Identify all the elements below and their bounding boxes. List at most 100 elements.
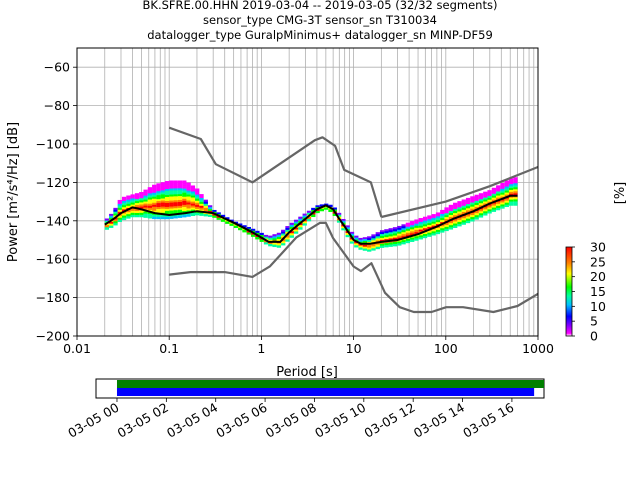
density-cell — [496, 207, 501, 211]
density-cell — [276, 232, 282, 236]
density-cell — [152, 184, 157, 188]
density-cell — [422, 218, 428, 221]
timeline-tick-label: 03-05 14 — [411, 400, 467, 441]
density-cell — [109, 225, 114, 228]
density-cell — [139, 210, 144, 214]
density-cell — [139, 194, 144, 197]
density-cell — [298, 218, 303, 222]
density-cell — [164, 187, 170, 190]
density-cell — [500, 190, 505, 194]
density-cell — [186, 214, 191, 217]
density-cell — [182, 198, 187, 202]
density-cell — [121, 207, 127, 210]
x-tick-label: 100 — [434, 341, 458, 356]
density-cell — [465, 204, 471, 207]
colorbar-tick-label: 15 — [590, 284, 606, 299]
density-cell — [130, 202, 135, 205]
density-cell — [375, 246, 380, 250]
density-cell — [465, 220, 471, 224]
density-cell — [220, 214, 226, 218]
density-cell — [160, 216, 165, 220]
density-cell — [388, 238, 393, 241]
density-cell — [177, 196, 183, 199]
density-cell — [336, 214, 342, 217]
density-cell — [117, 205, 122, 209]
density-cell — [504, 198, 509, 201]
density-cell — [440, 230, 445, 233]
density-cell — [121, 198, 127, 202]
density-cell — [276, 243, 282, 246]
density-cell — [130, 194, 135, 197]
density-cell — [491, 203, 497, 206]
density-cell — [152, 192, 157, 196]
density-cell — [388, 244, 393, 247]
density-cell — [212, 215, 217, 218]
density-cell — [156, 183, 161, 186]
plot-frame — [76, 47, 539, 337]
density-cell — [362, 239, 368, 242]
density-cell — [422, 226, 428, 229]
density-cell — [405, 234, 411, 238]
density-cell — [281, 243, 286, 246]
density-cell — [160, 198, 165, 201]
density-cell — [465, 216, 471, 219]
density-cell — [143, 207, 148, 210]
density-cell — [504, 186, 509, 189]
density-cell — [126, 195, 131, 198]
density-cell — [461, 203, 466, 207]
density-cell — [487, 195, 492, 199]
density-cell — [203, 214, 208, 217]
density-cell — [414, 232, 419, 235]
density-cell — [173, 206, 178, 209]
density-cell — [177, 180, 183, 183]
density-cell — [483, 213, 488, 216]
density-cell — [388, 232, 393, 235]
density-cell — [465, 202, 471, 205]
density-cell — [414, 223, 419, 227]
density-cell — [190, 199, 196, 202]
density-cell — [487, 190, 492, 193]
density-cell — [392, 233, 398, 236]
density-cell — [126, 212, 131, 215]
density-cell — [255, 237, 260, 240]
density-cell — [483, 211, 488, 214]
timeline-tick-label: 03-05 10 — [312, 400, 368, 441]
density-cell — [379, 241, 385, 245]
density-cell — [182, 202, 187, 206]
density-cell — [177, 207, 183, 211]
density-cell — [461, 205, 466, 209]
density-cell — [289, 226, 294, 230]
density-cell — [457, 205, 462, 208]
density-cell — [306, 216, 312, 220]
density-cell — [147, 211, 153, 215]
timeline-tick-label: 03-05 04 — [164, 400, 220, 441]
density-cell — [500, 202, 505, 205]
density-cell — [401, 224, 406, 227]
density-cell — [397, 235, 402, 238]
density-cell — [117, 199, 122, 203]
density-cell — [276, 239, 282, 242]
density-cell — [272, 244, 277, 248]
density-cell — [315, 210, 320, 214]
density-cell — [276, 236, 282, 240]
density-cell — [104, 218, 110, 221]
x-tick-label: 10 — [346, 341, 362, 356]
series-lines — [104, 126, 538, 314]
density-cell — [173, 184, 178, 187]
density-cell — [156, 191, 161, 194]
density-cell — [126, 197, 131, 200]
density-cell — [474, 198, 479, 202]
density-cell — [199, 194, 204, 197]
density-cell — [195, 200, 200, 204]
density-cell — [173, 194, 178, 197]
density-cell — [513, 203, 518, 206]
density-cell — [367, 245, 372, 248]
density-cell — [375, 242, 380, 245]
density-cell — [186, 192, 191, 195]
y-axis: −60 −80 −100 −120 −140 −160 −180 −200 — [36, 60, 77, 344]
density-cell — [487, 199, 492, 202]
density-cell — [345, 233, 350, 236]
density-cell — [448, 206, 454, 210]
density-cell — [164, 210, 170, 214]
